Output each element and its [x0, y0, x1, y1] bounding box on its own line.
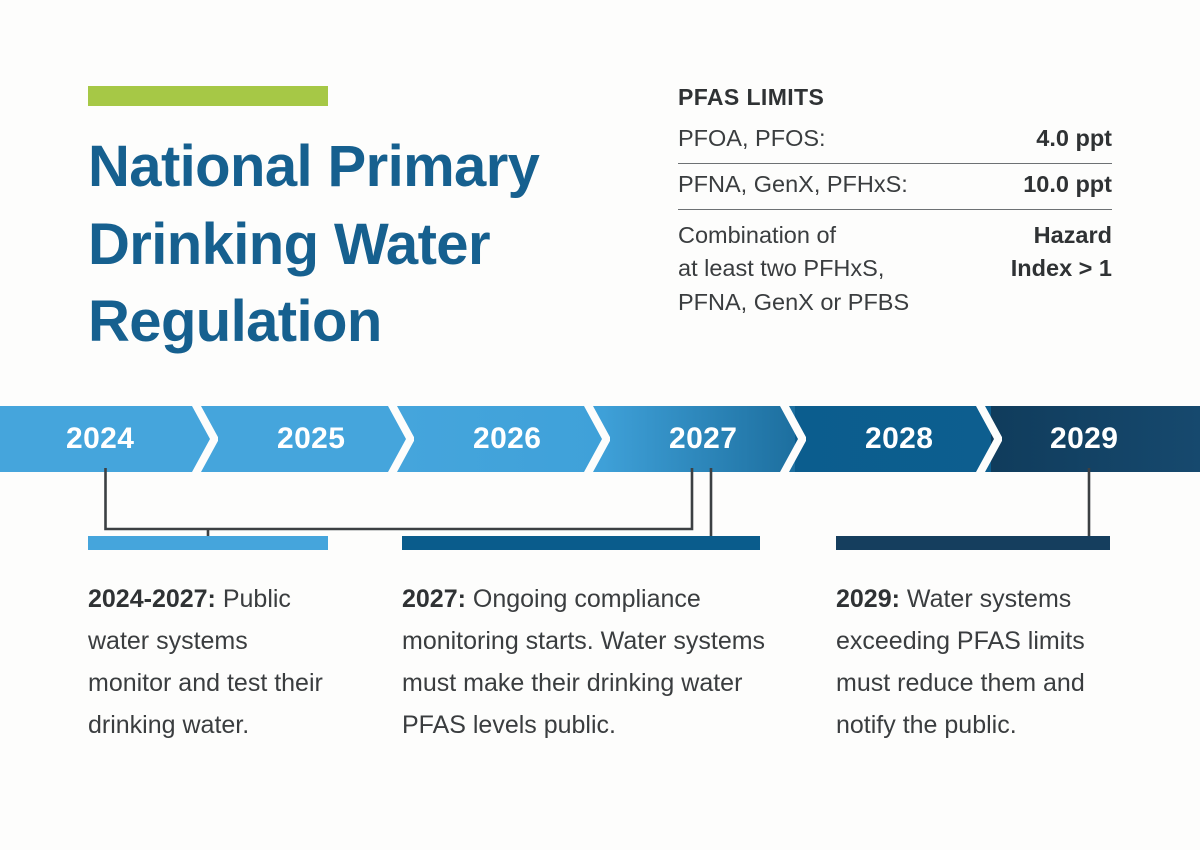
- pfas-limit-row: PFNA, GenX, PFHxS: 10.0 ppt: [678, 164, 1112, 210]
- pfas-limit-row: PFOA, PFOS: 4.0 ppt: [678, 118, 1112, 164]
- pfas-limit-row: Combination of at least two PFHxS, PFNA,…: [678, 210, 1112, 326]
- note-body: 2027: Ongoing compliance monitoring star…: [402, 578, 774, 746]
- timeline-year-label: 2024: [66, 422, 135, 455]
- pfas-limits-table: PFAS LIMITS PFOA, PFOS: 4.0 ppt PFNA, Ge…: [678, 84, 1112, 326]
- note-accent-bar: [402, 536, 760, 550]
- page-title-line-1: National Primary: [88, 134, 540, 199]
- timeline-segment-2025[interactable]: 2025: [207, 406, 414, 472]
- note-body-text: Water systems exceeding PFAS limits must…: [836, 585, 1085, 739]
- note-body-text: Ongoing compliance monitoring starts. Wa…: [402, 585, 766, 739]
- pfas-limit-value: 10.0 ppt: [1023, 171, 1112, 197]
- timeline-segment-2024[interactable]: 2024: [0, 406, 218, 472]
- pfas-limit-value: Hazard Index > 1: [1010, 222, 1112, 282]
- timeline-year-label: 2025: [277, 422, 346, 455]
- pfas-limit-label: PFNA, GenX, PFHxS:: [678, 171, 908, 197]
- note-body: 2029: Water systems exceeding PFAS limit…: [836, 578, 1124, 746]
- timeline-year-label: 2026: [473, 422, 542, 455]
- note-period-label: 2024-2027:: [88, 585, 216, 613]
- note-body: 2024-2027: Public water systems monitor …: [88, 578, 328, 746]
- pfas-limits-heading: PFAS LIMITS: [678, 84, 825, 110]
- timeline-segment-2027[interactable]: 2027: [599, 406, 806, 472]
- pfas-limit-value: 4.0 ppt: [1036, 125, 1112, 151]
- timeline-segment-2026[interactable]: 2026: [403, 406, 610, 472]
- note-accent-bar: [836, 536, 1110, 550]
- note-card-2029: 2029: Water systems exceeding PFAS limit…: [836, 536, 1110, 746]
- timeline-year-label: 2028: [865, 422, 934, 455]
- timeline-connector-lines: [104, 468, 1091, 536]
- timeline-year-label: 2029: [1050, 422, 1119, 455]
- timeline-segment-2028[interactable]: 2028: [795, 406, 1002, 472]
- pfas-limit-label: Combination of at least two PFHxS, PFNA,…: [678, 222, 910, 315]
- pfas-limit-label: PFOA, PFOS:: [678, 125, 826, 151]
- timeline-segment-2029[interactable]: 2029: [991, 406, 1200, 472]
- note-body-text: Public water systems monitor and test th…: [88, 585, 323, 739]
- page-title: National Primary Drinking Water Regulati…: [88, 128, 648, 361]
- timeline-year-label: 2027: [669, 422, 738, 455]
- note-card-2024-2027: 2024-2027: Public water systems monitor …: [88, 536, 328, 746]
- note-period-label: 2029:: [836, 585, 900, 613]
- note-accent-bar: [88, 536, 328, 550]
- header-section: National Primary Drinking Water Regulati…: [0, 0, 1200, 400]
- page-title-line-3: Regulation: [88, 289, 382, 355]
- green-accent-rule: [88, 86, 328, 106]
- page-title-line-2: Drinking Water: [88, 211, 491, 277]
- year-timeline: 2024 2025 2026 2027 2028 2029: [0, 406, 1200, 472]
- note-period-label: 2027:: [402, 585, 466, 613]
- note-card-2027: 2027: Ongoing compliance monitoring star…: [402, 536, 765, 746]
